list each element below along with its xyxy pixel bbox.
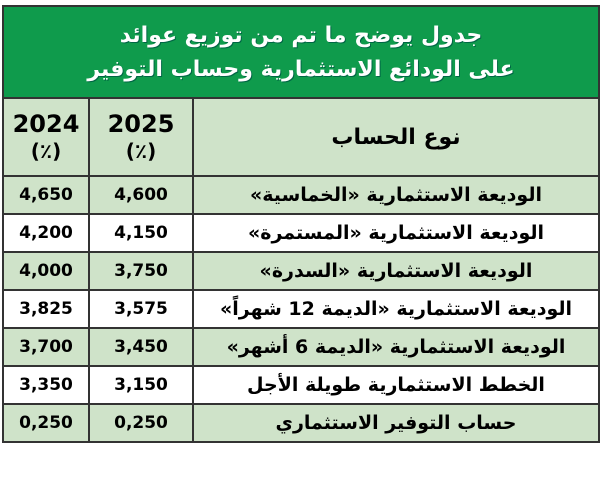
title-line-2: على الودائع الاستثمارية وحساب التوفير xyxy=(87,57,515,82)
header-2024: 2024 (٪) xyxy=(4,99,90,177)
value-2024: 4,200 xyxy=(4,213,90,253)
returns-table: 2024 (٪) 2025 (٪) نوع الحساب 4,650 4,600 ا… xyxy=(4,99,598,441)
account-type: الوديعة الاستثمارية «الخماسية» xyxy=(192,175,598,215)
value-2024: 0,250 xyxy=(4,403,90,441)
value-2025: 0,250 xyxy=(88,403,194,441)
account-type: الخطط الاستثمارية طويلة الأجل xyxy=(192,365,598,405)
account-type: الوديعة الاستثمارية «السدرة» xyxy=(192,251,598,291)
table-title: جدول يوضح ما تم من توزيع عوائد على الودا… xyxy=(4,7,598,99)
header-2025-year: 2025 xyxy=(107,110,175,138)
value-2025: 3,750 xyxy=(88,251,194,291)
value-2025: 3,575 xyxy=(88,289,194,329)
header-2024-year: 2024 xyxy=(12,110,80,138)
header-account-type: نوع الحساب xyxy=(192,99,598,177)
value-2024: 4,650 xyxy=(4,175,90,215)
table-row: 3,700 3,450 الوديعة الاستثمارية «الديمة 6 … xyxy=(4,327,598,367)
header-2024-unit: (٪) xyxy=(30,139,62,163)
header-row: 2024 (٪) 2025 (٪) نوع الحساب xyxy=(4,99,598,177)
table-row: 4,200 4,150 الوديعة الاستثمارية «المستمرة» xyxy=(4,213,598,253)
account-type: حساب التوفير الاستثماري xyxy=(192,403,598,441)
header-2025: 2025 (٪) xyxy=(88,99,194,177)
title-line-1: جدول يوضح ما تم من توزيع عوائد xyxy=(119,23,483,48)
value-2025: 4,150 xyxy=(88,213,194,253)
table-row: 4,650 4,600 الوديعة الاستثمارية «الخماسية» xyxy=(4,175,598,215)
account-type: الوديعة الاستثمارية «المستمرة» xyxy=(192,213,598,253)
value-2024: 3,350 xyxy=(4,365,90,405)
value-2025: 3,450 xyxy=(88,327,194,367)
value-2024: 3,825 xyxy=(4,289,90,329)
table-row: 3,350 3,150 الخطط الاستثمارية طويلة الأجل xyxy=(4,365,598,405)
value-2024: 3,700 xyxy=(4,327,90,367)
value-2025: 3,150 xyxy=(88,365,194,405)
value-2025: 4,600 xyxy=(88,175,194,215)
value-2024: 4,000 xyxy=(4,251,90,291)
table-row: 3,825 3,575 الوديعة الاستثمارية «الديمة 12… xyxy=(4,289,598,329)
returns-table-card: جدول يوضح ما تم من توزيع عوائد على الودا… xyxy=(2,5,600,443)
table-row: 4,000 3,750 الوديعة الاستثمارية «السدرة» xyxy=(4,251,598,291)
header-2025-unit: (٪) xyxy=(125,139,157,163)
account-type: الوديعة الاستثمارية «الديمة 12 شهراً» xyxy=(192,289,598,329)
table-row: 0,250 0,250 حساب التوفير الاستثماري xyxy=(4,403,598,441)
account-type: الوديعة الاستثمارية «الديمة 6 أشهر» xyxy=(192,327,598,367)
